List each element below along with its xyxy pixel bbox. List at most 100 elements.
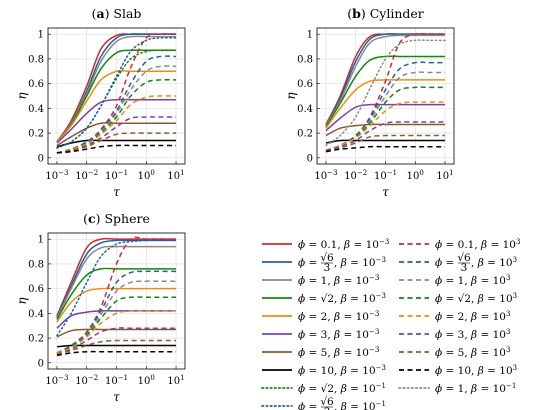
series-line-phi_5_b1e3 [56, 339, 177, 355]
series-line-phi_s2_b1e3 [56, 296, 177, 354]
series-line-phi_5_b1e-3 [56, 328, 177, 338]
legend-item-phi_s6_3_b1e3: ϕ = √63, β = 103 [399, 252, 517, 274]
y-tick-label: 0 [307, 153, 313, 164]
legend-label: ϕ = 1, β = 10−1 [435, 382, 516, 395]
legend-item-phi_1_b1e-1: ϕ = 1, β = 10−1 [398, 382, 516, 395]
y-tick-label: 0.6 [28, 79, 44, 90]
legend-label: ϕ = √2, β = 103 [435, 292, 517, 305]
legend-item-phi_s2_b1e-3: ϕ = √2, β = 10−3 [262, 292, 386, 305]
legend-frac-den: 3 [324, 262, 331, 274]
legend-label: ϕ = 0.1, β = 10−3 [298, 238, 389, 251]
series-line-phi_2_b1e3 [325, 101, 446, 152]
legend-label: ϕ = [298, 401, 317, 410]
x-axis-label: τ [382, 185, 389, 199]
x-tick-label: 100 [138, 374, 155, 387]
series-group [56, 236, 177, 357]
legend-frac-num: √6 [320, 252, 334, 264]
legend-label: ϕ = 3, β = 103 [435, 328, 510, 341]
x-tick-label: 10−2 [75, 169, 98, 182]
y-tick-label: 0.8 [28, 54, 44, 65]
legend-label: ϕ = √2, β = 10−3 [298, 292, 386, 305]
y-tick-label: 1 [38, 235, 44, 246]
chart-panel-slab: 10−3 10−2 10−1 100 101 0 0.2 0.4 0.6 0.8 1 τ η (a) Sl… [15, 6, 186, 199]
legend-item-phi_s2_b1e3: ϕ = √2, β = 103 [399, 292, 517, 305]
series-line-phi_5_b1e-3 [325, 123, 446, 137]
series-line-phi_1_b1e-3 [56, 245, 177, 319]
y-tick-label: 1 [307, 30, 313, 41]
chart-panel-sphere: 10−3 10−2 10−1 100 101 0 0.2 0.4 0.6 0.8 1 τ η (c) Sp… [15, 211, 186, 404]
y-tick-label: 0.6 [28, 284, 44, 295]
legend-label: ϕ = 10, β = 103 [435, 364, 517, 377]
y-tick-label: 1 [38, 30, 44, 41]
legend-frac-den: 3 [461, 262, 468, 274]
series-line-phi_10_b1e3 [325, 145, 446, 153]
series-group [56, 33, 177, 154]
x-tick-label: 10−3 [45, 169, 68, 182]
y-tick-label: 0.2 [28, 129, 44, 140]
x-tick-label: 101 [167, 169, 184, 182]
series-line-phi_5_b1e3 [56, 132, 177, 154]
series-line-phi_s2_b1e-3 [56, 267, 177, 320]
series-line-phi_10_b1e3 [56, 144, 177, 154]
y-axis-label: η [15, 297, 29, 305]
legend-item-phi_2_b1e-3: ϕ = 2, β = 10−3 [262, 310, 379, 323]
x-tick-label: 100 [407, 169, 424, 182]
x-axis-label: τ [113, 390, 120, 404]
legend-item-phi_3_b1e3: ϕ = 3, β = 103 [399, 328, 510, 341]
legend-label: ϕ = 0.1, β = 103 [435, 238, 520, 251]
series-line-phi_2_b1e3 [56, 95, 177, 154]
x-axis-label: τ [113, 185, 120, 199]
series-line-phi_3_b1e-3 [56, 310, 177, 329]
x-tick-label: 100 [138, 169, 155, 182]
legend-label: ϕ = 2, β = 10−3 [298, 310, 379, 323]
legend-item-phi_s6_3_b1e-3: ϕ = √63, β = 10−3 [262, 252, 386, 274]
legend-label: ϕ = [298, 257, 317, 269]
panel-title: (c) Sphere [83, 211, 150, 226]
y-tick-label: 0 [38, 358, 44, 369]
legend-label-rest: , β = 10−3 [334, 256, 386, 269]
x-tick-label: 10−2 [344, 169, 367, 182]
legend-item-phi_s6_3_b1e-1: ϕ = √63, β = 10−1 [261, 396, 386, 410]
x-tick-label: 10−1 [374, 169, 397, 182]
legend-item-phi_5_b1e3: ϕ = 5, β = 103 [399, 346, 510, 359]
legend-label: ϕ = [435, 257, 454, 269]
series-group [325, 32, 446, 153]
series-line-phi_3_b1e3 [56, 327, 177, 355]
series-line-phi_5_b1e3 [325, 134, 446, 153]
y-tick-label: 0.4 [28, 104, 44, 115]
series-line-phi_2_b1e-3 [56, 287, 177, 323]
legend-frac-num: √6 [457, 252, 471, 264]
panel-title: (a) Slab [92, 6, 142, 21]
legend-frac-den: 3 [324, 406, 331, 410]
legend-item-phi_1_b1e3: ϕ = 1, β = 103 [399, 274, 510, 287]
legend-label: ϕ = 1, β = 103 [435, 274, 510, 287]
y-tick-label: 0 [38, 153, 44, 164]
legend-item-phi_1_b1e-3: ϕ = 1, β = 10−3 [262, 274, 379, 287]
legend-item-phi_10_b1e-3: ϕ = 10, β = 10−3 [262, 364, 386, 377]
chart-panel-cylinder: 10−3 10−2 10−1 100 101 0 0.2 0.4 0.6 0.8 1 τ η (b) Cy… [284, 6, 455, 199]
legend-item-phi_10_b1e3: ϕ = 10, β = 103 [399, 364, 517, 377]
legend-label: ϕ = 2, β = 103 [435, 310, 510, 323]
legend-label-rest: , β = 10−1 [334, 400, 386, 410]
series-line-phi_2_b1e3 [56, 309, 177, 354]
series-line-phi_3_b1e-3 [56, 98, 177, 144]
series-line-phi_s6_3_b1e-1 [56, 239, 177, 337]
series-line-phi_3_b1e3 [325, 121, 446, 152]
x-tick-label: 10−1 [105, 374, 128, 387]
legend-item-phi_3_b1e-3: ϕ = 3, β = 10−3 [262, 328, 379, 341]
series-line-phi_2_b1e-3 [325, 79, 446, 129]
y-tick-label: 0.6 [297, 79, 313, 90]
legend-item-phi_0_1_b1e-3: ϕ = 0.1, β = 10−3 [262, 238, 389, 251]
x-tick-label: 10−3 [314, 169, 337, 182]
y-tick-label: 0.4 [297, 104, 313, 115]
x-tick-label: 101 [436, 169, 453, 182]
y-tick-label: 0.2 [297, 129, 313, 140]
x-tick-label: 10−3 [45, 374, 68, 387]
y-tick-label: 0.8 [297, 54, 313, 65]
y-axis-label: η [284, 92, 298, 100]
y-tick-label: 0.8 [28, 259, 44, 270]
legend-item-phi_s2_b1e-1: ϕ = √2, β = 10−1 [261, 382, 386, 395]
legend-label: ϕ = 3, β = 10−3 [298, 328, 379, 341]
